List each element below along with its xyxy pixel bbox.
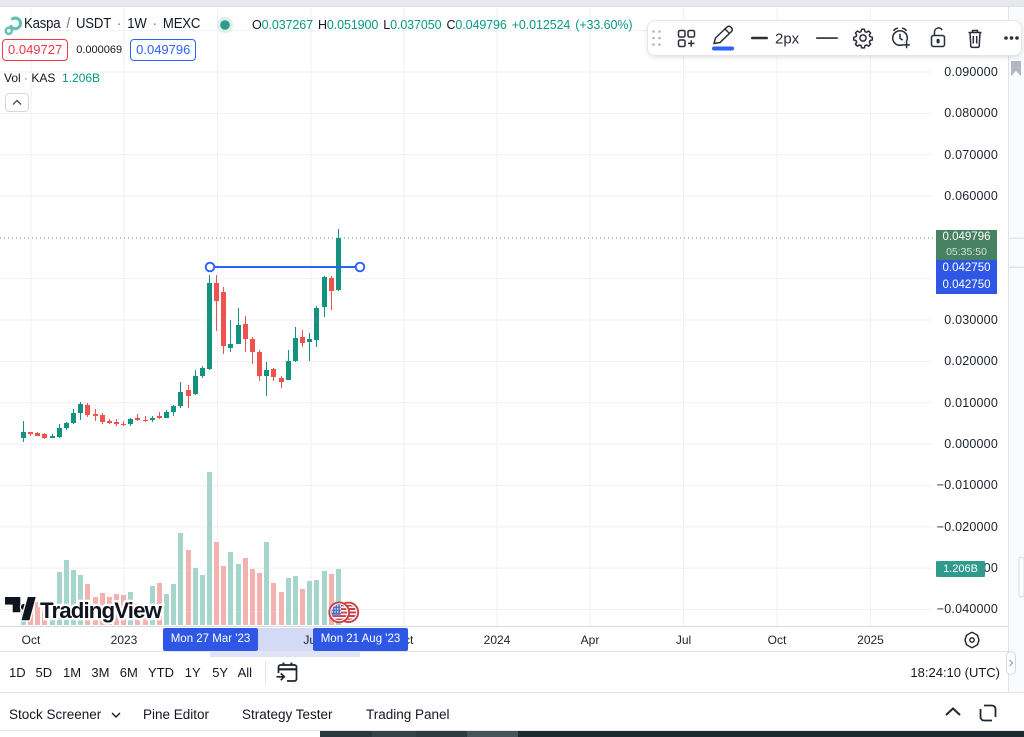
svg-text:2px: 2px	[775, 31, 800, 48]
svg-text:TradingView: TradingView	[40, 598, 163, 623]
